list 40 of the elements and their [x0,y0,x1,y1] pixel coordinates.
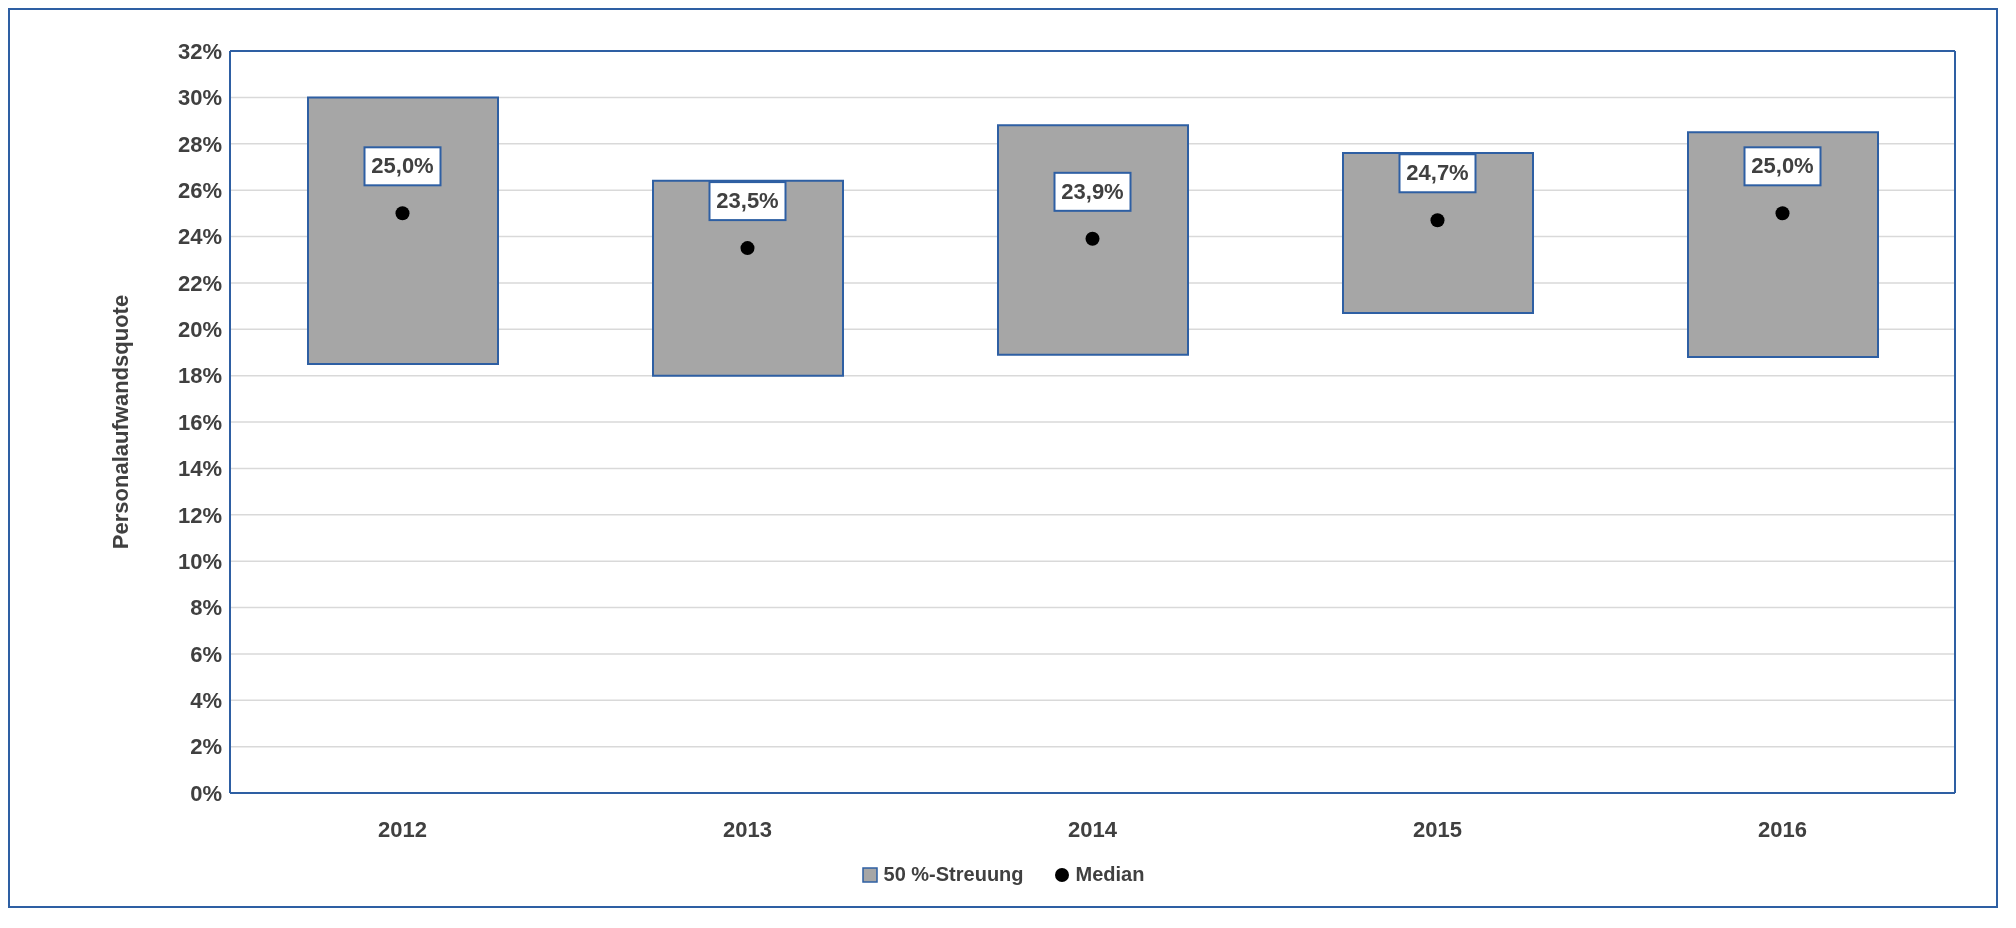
point [395,206,410,221]
x-tick-label: 2014 [1068,816,1118,842]
legend-label: 50 %-Streuung [882,863,1024,886]
y-tick-label: 28% [177,131,222,157]
y-tick-label: 14% [177,456,222,482]
y-axis-title: Personalaufwandsquote [107,294,133,550]
data-label: 24,7% [1406,160,1469,186]
y-tick-label: 2% [190,734,222,760]
bar [997,124,1189,356]
point [1775,206,1790,221]
y-tick-label: 8% [190,595,222,621]
bar [1342,152,1534,315]
x-tick-label: 2012 [378,816,427,842]
point [1430,213,1445,228]
data-label: 25,0% [371,153,434,179]
y-tick-label: 20% [177,317,222,343]
y-tick-label: 4% [190,688,222,714]
y-tick-label: 10% [177,548,222,574]
point [740,241,755,256]
y-tick-label: 26% [177,177,222,203]
x-tick-label: 2015 [1413,816,1462,842]
x-tick-label: 2016 [1758,816,1807,842]
y-tick-label: 0% [190,780,222,806]
y-tick-label: 16% [177,409,222,435]
data-label: 23,9% [1061,178,1124,204]
y-tick-label: 30% [177,85,222,111]
y-tick-label: 32% [177,38,222,64]
x-tick-label: 2013 [723,816,772,842]
y-tick-label: 6% [190,641,222,667]
bar [652,179,844,377]
bar [307,96,499,366]
y-tick-label: 18% [177,363,222,389]
data-label: 23,5% [716,188,779,214]
y-tick-label: 24% [177,224,222,250]
data-label: 25,0% [1751,153,1814,179]
bar [1687,131,1879,359]
point [1085,231,1100,246]
legend-label: Median [1074,863,1145,886]
y-tick-label: 22% [177,270,222,296]
y-tick-label: 12% [177,502,222,528]
